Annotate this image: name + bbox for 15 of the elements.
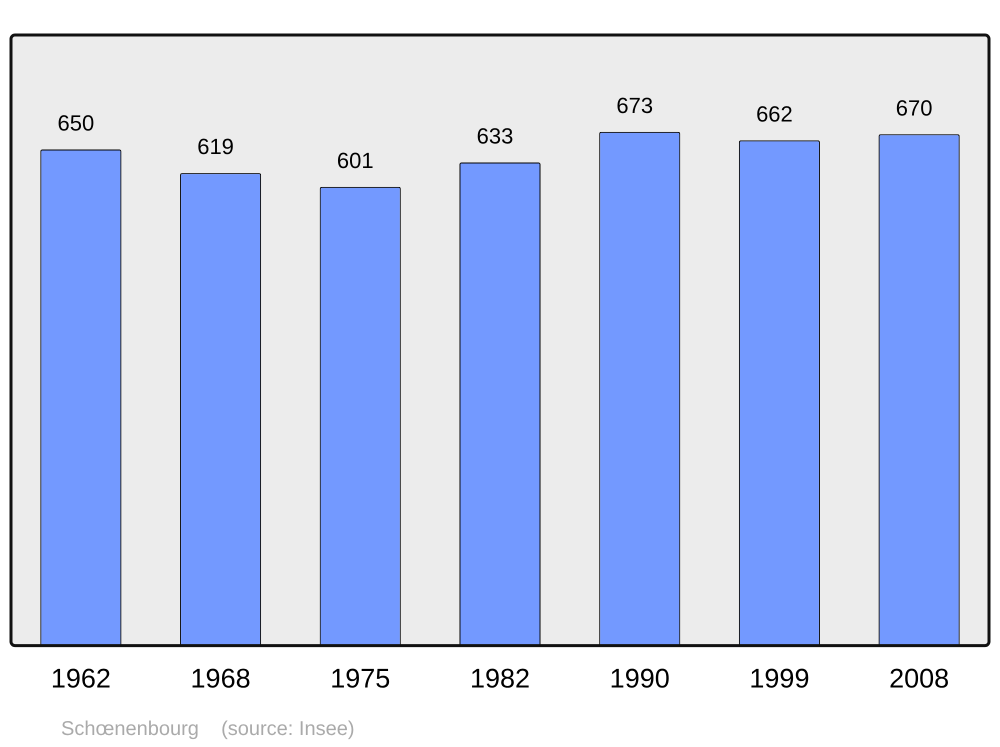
data-label: 619 (197, 134, 234, 160)
data-label: 633 (476, 124, 514, 149)
x-tick-label: 1968 (190, 663, 251, 694)
x-tick-label: 2008 (889, 663, 950, 694)
x-tick-label: 1962 (50, 663, 111, 694)
x-tick-label: 1982 (470, 663, 530, 694)
data-label: 673 (616, 92, 654, 118)
data-label: 650 (58, 110, 94, 136)
data-label: 670 (896, 95, 932, 120)
data-label: 601 (336, 148, 374, 173)
x-tick-label: 1975 (330, 663, 390, 694)
x-tick-label: 1999 (749, 663, 810, 694)
x-tick-label: 1990 (610, 663, 670, 694)
text: Schœnenbourg (source: Insee) (61, 718, 354, 741)
data-label: 662 (756, 101, 793, 126)
